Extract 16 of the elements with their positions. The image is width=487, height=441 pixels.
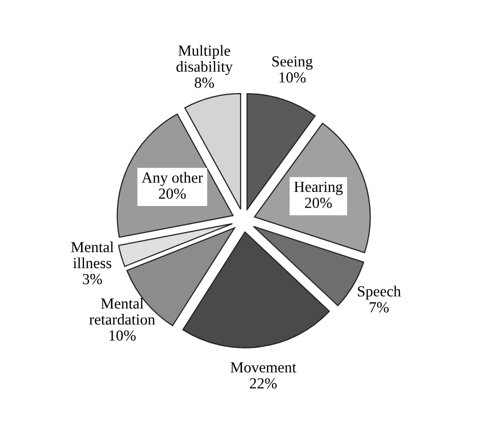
data-label: 10% bbox=[110, 330, 136, 341]
slice-label: Multiple disability bbox=[176, 45, 233, 75]
slice-label: Speech bbox=[358, 286, 401, 300]
slice-label: Any other bbox=[142, 172, 203, 186]
slice-label: Mental illness bbox=[71, 242, 114, 268]
data-label: 3% bbox=[82, 274, 102, 284]
data-label: 22% bbox=[250, 378, 277, 389]
data-label: 10% bbox=[279, 72, 306, 83]
slice-label: Seeing bbox=[272, 56, 313, 70]
data-label: 8% bbox=[194, 78, 214, 88]
data-label: 20% bbox=[158, 188, 186, 199]
slice-label: Movement bbox=[230, 362, 296, 373]
data-label: 7% bbox=[370, 302, 389, 313]
data-label: 20% bbox=[305, 198, 332, 208]
slice-label: Mental retardation bbox=[89, 298, 156, 325]
slice-label: Hearing bbox=[294, 182, 343, 196]
